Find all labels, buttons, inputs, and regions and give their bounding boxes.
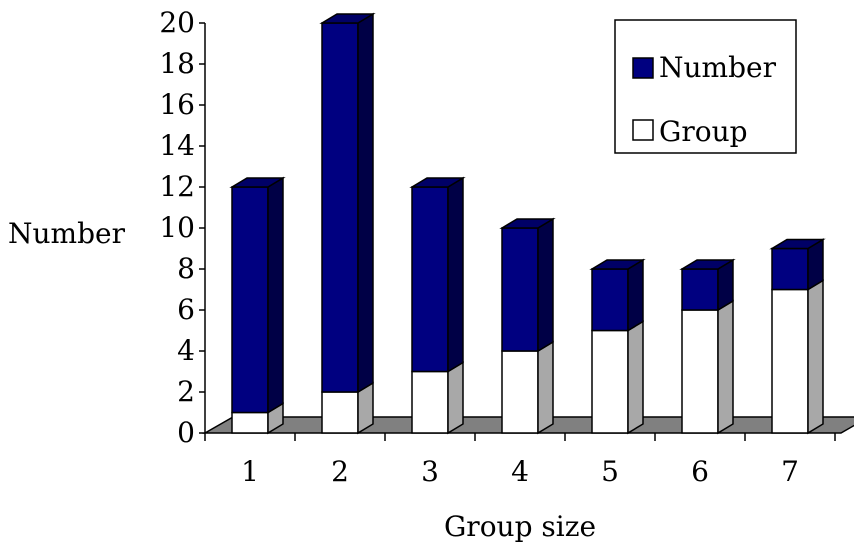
bar-top-face (499, 218, 556, 229)
y-tick-label: 4 (177, 334, 195, 367)
bar-segment (411, 361, 464, 435)
bar-front-face (411, 186, 449, 373)
bar-segment (681, 299, 734, 435)
y-tick-label: 14 (159, 129, 195, 162)
bar-side-face (267, 176, 284, 414)
bar-top-face (769, 238, 826, 250)
bar-segment (409, 176, 466, 373)
legend-swatch-number (632, 57, 654, 79)
x-tick-label: 6 (691, 455, 709, 488)
bar-segment (589, 258, 646, 332)
bar-front-face (771, 288, 809, 434)
y-tick-label: 18 (159, 47, 195, 80)
bar-segment (591, 320, 644, 435)
bar-layer (229, 12, 826, 435)
bar-segment (501, 340, 554, 435)
bar-segment (771, 279, 824, 435)
bar-front-face (501, 227, 539, 352)
bar-front-face (681, 309, 719, 434)
bar-front-face (321, 22, 359, 393)
bar-top-face (589, 259, 646, 270)
y-tick-label: 16 (159, 88, 195, 121)
y-axis-label: Number (8, 217, 126, 250)
x-tick-label: 3 (421, 455, 439, 488)
y-tick-label: 12 (159, 170, 195, 203)
y-tick-label: 2 (177, 375, 195, 408)
bar-segment (499, 217, 556, 353)
bar-segment (679, 258, 736, 312)
bar-top-face (319, 13, 376, 24)
y-tick-label: 20 (159, 6, 195, 39)
bar-segment (229, 176, 286, 414)
bar-front-face (231, 411, 269, 434)
bar-front-face (501, 350, 539, 434)
x-tick-label: 7 (781, 455, 799, 488)
x-tick-label: 5 (601, 455, 619, 488)
x-tick-label: 4 (511, 455, 529, 488)
bar-side-face (717, 299, 734, 435)
bar-front-face (681, 268, 719, 311)
bar-side-face (447, 361, 464, 435)
bar-segment (321, 381, 374, 435)
bar-side-face (627, 320, 644, 435)
bar-side-face (807, 279, 824, 435)
bar-front-face (591, 268, 629, 332)
x-axis-label: Group size (444, 510, 596, 543)
bar-side-face (537, 340, 554, 435)
y-tick-label: 10 (159, 211, 195, 244)
bar-top-face (229, 177, 286, 188)
bar-segment (769, 238, 826, 291)
bar-side-face (627, 258, 644, 332)
x-tick-label: 1 (241, 455, 259, 488)
x-tick-label: 2 (331, 455, 349, 488)
bar-front-face (411, 370, 449, 434)
bar-side-face (447, 176, 464, 373)
bar-front-face (231, 186, 269, 414)
bar-top-face (679, 259, 736, 270)
legend-swatch-group (632, 119, 654, 141)
bar-top-face (409, 177, 466, 188)
legend-label-group: Group (659, 115, 748, 148)
bar-segment (319, 12, 376, 394)
legend-label-number: Number (659, 51, 777, 84)
y-tick-label: 6 (177, 293, 195, 326)
bar-side-face (357, 12, 374, 394)
bar-side-face (537, 217, 554, 353)
y-tick-label: 8 (177, 252, 195, 285)
y-tick-label: 0 (177, 416, 195, 449)
legend: Number Group (614, 19, 797, 154)
bar-front-face (591, 329, 629, 434)
bar-front-face (771, 247, 809, 291)
bar-front-face (321, 391, 359, 434)
